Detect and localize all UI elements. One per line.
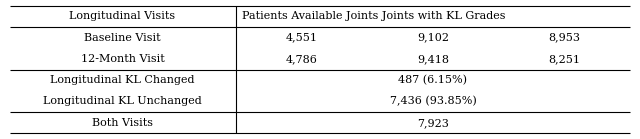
Text: 12-Month Visit: 12-Month Visit: [81, 54, 164, 64]
Text: Longitudinal KL Unchanged: Longitudinal KL Unchanged: [43, 96, 202, 106]
Text: Longitudinal Visits: Longitudinal Visits: [70, 11, 175, 21]
Text: Longitudinal KL Changed: Longitudinal KL Changed: [51, 75, 195, 85]
Text: 8,251: 8,251: [548, 54, 580, 64]
Text: 9,102: 9,102: [417, 33, 449, 43]
Text: Both Visits: Both Visits: [92, 118, 153, 128]
Text: 7,923: 7,923: [417, 118, 449, 128]
Text: 9,418: 9,418: [417, 54, 449, 64]
Text: 7,436 (93.85%): 7,436 (93.85%): [390, 96, 476, 107]
Text: 4,786: 4,786: [285, 54, 317, 64]
Text: Baseline Visit: Baseline Visit: [84, 33, 161, 43]
Text: Patients Available Joints Joints with KL Grades: Patients Available Joints Joints with KL…: [242, 11, 506, 21]
Text: 8,953: 8,953: [548, 33, 580, 43]
Text: 4,551: 4,551: [285, 33, 317, 43]
Text: 487 (6.15%): 487 (6.15%): [399, 75, 467, 85]
